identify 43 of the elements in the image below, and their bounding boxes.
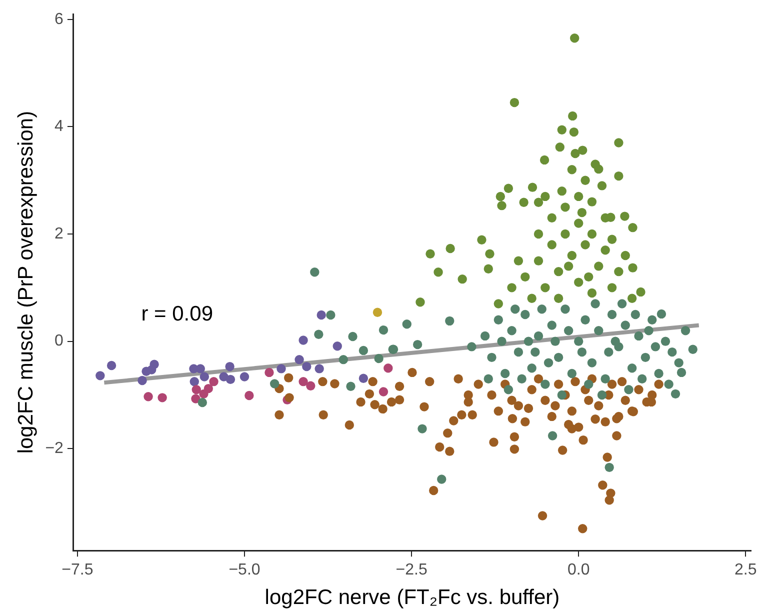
x-tick-label: 0.0 xyxy=(567,562,590,579)
point xyxy=(298,376,308,386)
point xyxy=(316,310,326,320)
y-tick-label: −2 xyxy=(45,440,64,458)
point xyxy=(244,390,254,400)
point xyxy=(332,342,342,351)
point xyxy=(190,376,199,386)
point xyxy=(209,376,218,386)
point xyxy=(276,364,286,374)
y-tick-label: 2 xyxy=(54,225,64,242)
point xyxy=(96,371,105,380)
point xyxy=(138,376,147,386)
point xyxy=(264,368,274,378)
y-axis-title: log2FC muscle (PrP overexpression) xyxy=(14,110,38,454)
point xyxy=(298,336,308,345)
point xyxy=(372,308,382,317)
point xyxy=(314,364,324,374)
point xyxy=(225,362,234,372)
point xyxy=(144,392,153,402)
point xyxy=(302,362,312,372)
x-tick-label: −2.5 xyxy=(396,562,428,579)
point xyxy=(378,387,388,396)
point xyxy=(226,374,236,384)
point xyxy=(147,365,156,374)
point xyxy=(199,389,208,399)
point xyxy=(191,394,200,404)
x-axis-title: log2FC nerve (FT₂Fc vs. buffer) xyxy=(264,586,560,610)
x-tick-label: −5.0 xyxy=(228,562,260,579)
point xyxy=(306,381,316,390)
point xyxy=(358,374,368,383)
y-tick-label: 0 xyxy=(54,332,64,350)
point xyxy=(192,385,201,394)
y-tick-label: 6 xyxy=(54,10,64,28)
point xyxy=(200,372,210,382)
x-tick-label: −7.5 xyxy=(62,562,94,579)
point xyxy=(240,372,250,382)
y-tick-label: 4 xyxy=(54,118,64,136)
point xyxy=(294,354,304,364)
point xyxy=(158,393,167,402)
point xyxy=(106,360,116,370)
point xyxy=(384,364,393,373)
annotation: r = 0.09 xyxy=(141,302,214,326)
x-tick-label: 2.5 xyxy=(734,562,757,579)
